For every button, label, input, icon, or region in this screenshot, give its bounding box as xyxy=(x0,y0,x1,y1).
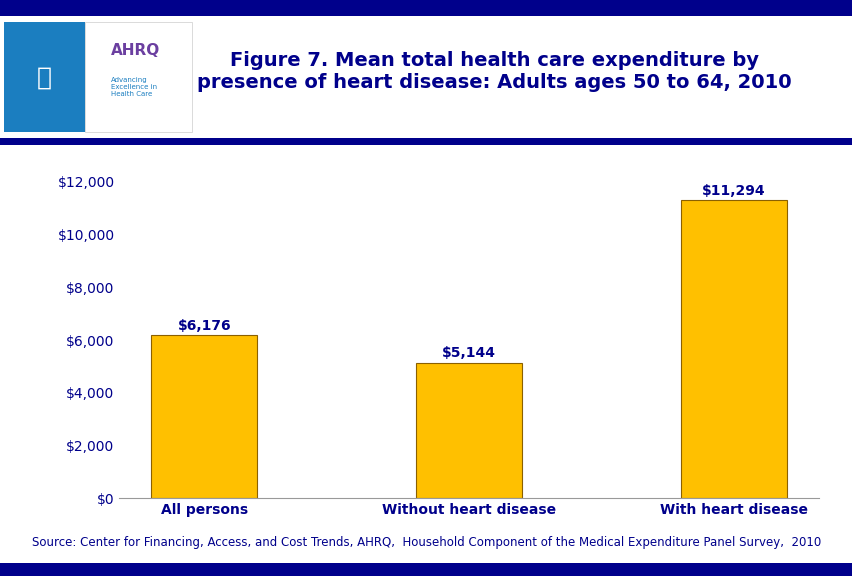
Text: Advancing
Excellence in
Health Care: Advancing Excellence in Health Care xyxy=(111,77,157,97)
Text: $11,294: $11,294 xyxy=(701,184,765,198)
Bar xyxy=(416,363,521,498)
Bar xyxy=(151,335,257,498)
Bar xyxy=(680,200,786,498)
Text: $5,144: $5,144 xyxy=(441,346,496,360)
Text: 🦅: 🦅 xyxy=(37,65,52,89)
Text: $6,176: $6,176 xyxy=(177,319,231,333)
Bar xyxy=(4,22,85,132)
Text: AHRQ: AHRQ xyxy=(111,43,160,58)
Text: Source: Center for Financing, Access, and Cost Trends, AHRQ,  Household Componen: Source: Center for Financing, Access, an… xyxy=(32,536,820,550)
Bar xyxy=(85,22,192,132)
Text: Figure 7. Mean total health care expenditure by
presence of heart disease: Adult: Figure 7. Mean total health care expendi… xyxy=(197,51,792,92)
